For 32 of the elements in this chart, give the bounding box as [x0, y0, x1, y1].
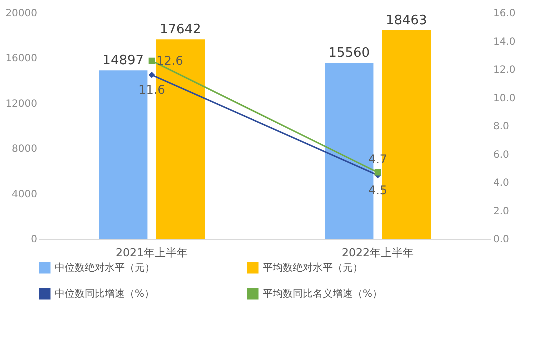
legend-label: 中位数绝对水平（元） [55, 262, 155, 274]
y-tick-label: 20000 [6, 8, 38, 20]
y2-tick-label: 8.0 [494, 122, 510, 132]
y2-tick-label: 16.0 [494, 8, 516, 20]
y-tick-label: 12000 [6, 98, 38, 110]
y-tick-label: 4000 [12, 189, 38, 200]
data-label: 11.6 [138, 83, 166, 98]
y2-tick-label: 14.0 [494, 36, 516, 48]
y2-tick-label: 2.0 [494, 206, 510, 218]
y2-tick-label: 10.0 [494, 93, 516, 104]
point [374, 169, 382, 176]
point [148, 72, 156, 78]
x-tick-label: 2021年上半年 [116, 246, 188, 260]
data-label: 4.5 [368, 183, 388, 198]
legend-label: 平均数绝对水平（元） [263, 262, 363, 274]
data-label: 14897 [102, 54, 144, 69]
x-tick-label: 2022年上半年 [342, 246, 414, 260]
data-label: 12.6 [156, 54, 184, 68]
y2-tick-label: 12.0 [494, 65, 516, 76]
data-label: 15560 [328, 46, 370, 62]
data-label: 18463 [386, 13, 428, 28]
y-tick-label: 8000 [12, 144, 38, 156]
y2-tick-label: 0.0 [494, 234, 510, 246]
data-label: 17642 [160, 22, 202, 38]
y-tick-label: 16000 [6, 54, 38, 65]
legend-label: 中位数同比增速（%） [55, 288, 155, 300]
legend-label: 平均数同比名义增速（%） [263, 288, 383, 300]
y2-tick-label: 4.0 [494, 178, 510, 189]
y2-tick-label: 6.0 [494, 150, 510, 161]
y-tick-label: 0 [31, 234, 38, 246]
point [148, 58, 156, 64]
data-label: 4.7 [368, 152, 388, 167]
